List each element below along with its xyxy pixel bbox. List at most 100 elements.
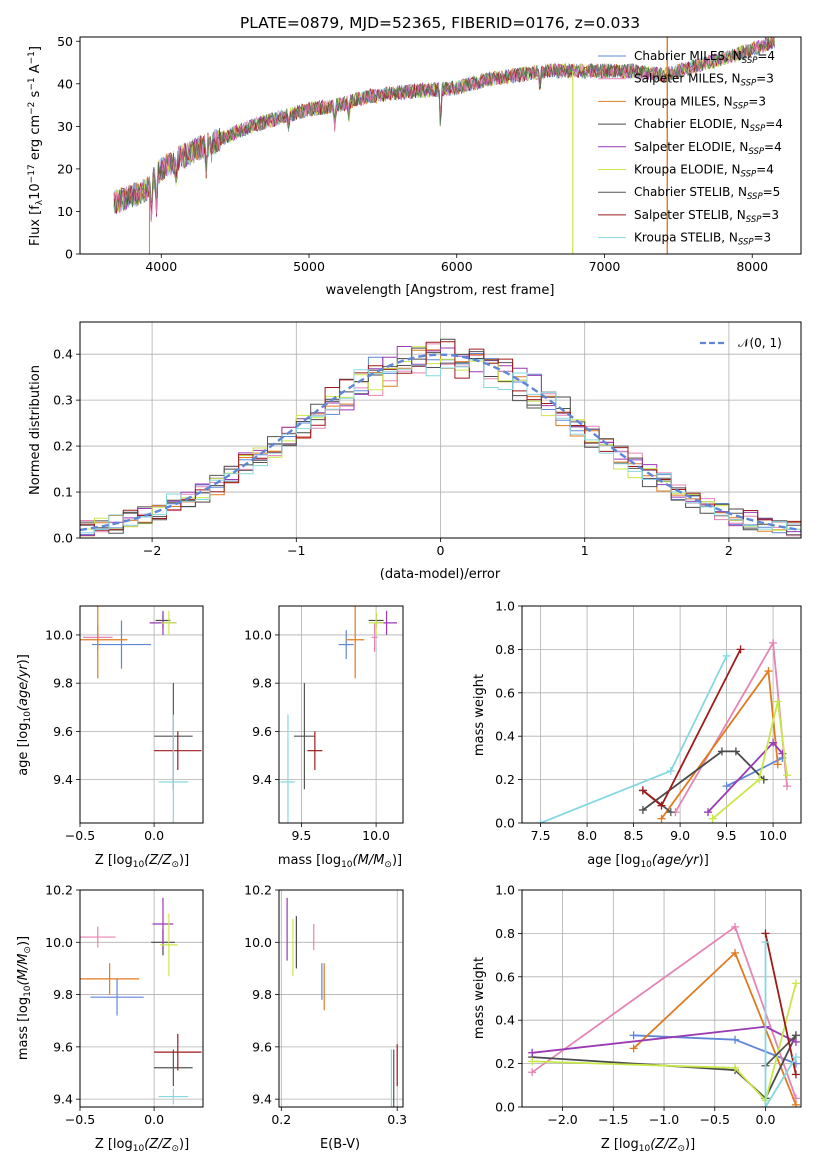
residuals-histogram [80, 338, 801, 531]
spectrum-ytick-label: 20 [57, 161, 73, 176]
z-age-xtick-label: 0.0 [144, 828, 164, 843]
residuals-histogram [80, 347, 801, 536]
z-weight-xlabel: Z [log10(Z/Z⊙)] [601, 1137, 695, 1154]
z-weight-series-line [764, 942, 797, 1107]
spectrum-ylabel-units: erg cm [28, 115, 43, 164]
z-age-ytick-label: 10.0 [45, 627, 73, 642]
age-weight-xlabel: age [log10(age/yr)] [587, 853, 709, 870]
z-age-xlabel: Z [log10(Z/Z⊙)] [95, 853, 189, 870]
spectrum-legend-label: Chabrier ELODIE, NSSP=4 [634, 117, 783, 134]
z-weight-ytick-label: 0.0 [495, 1100, 515, 1115]
spectrum-ylabel-head: Flux [f [28, 205, 43, 246]
z-weight-series-line [764, 933, 797, 1075]
age-weight-ylabel: mass weight [472, 674, 487, 756]
residuals-ylabel: Normed distribution [28, 365, 43, 495]
spectrum-xtick-label: 8000 [736, 259, 768, 274]
spectrum-xtick-label: 6000 [441, 259, 473, 274]
mass-age-ytick-label: 9.4 [252, 772, 272, 787]
age-weight-xtick-label: 8.5 [624, 828, 644, 843]
spectrum-legend-label: Salpeter ELODIE, NSSP=4 [634, 140, 782, 157]
z-mass-ylabel: mass [log10(M/M⊙)] [16, 936, 33, 1060]
residuals-xtick-label: 1 [581, 543, 589, 558]
z-weight-xtick-label: −1.0 [649, 1112, 679, 1127]
age-weight-ytick-label: 0.4 [495, 729, 515, 744]
residuals-histograms [80, 338, 801, 537]
ebv-mass-ytick-label: 10.2 [244, 883, 272, 898]
residuals-histogram [80, 341, 801, 531]
spectrum-legend-label: Salpeter MILES, NSSP=3 [634, 72, 774, 89]
z-weight-series-line [532, 983, 797, 1103]
spectrum-ytick-label: 40 [57, 76, 73, 91]
residuals-ytick-label: 0.4 [53, 347, 73, 362]
residuals-xtick-label: 2 [725, 543, 733, 558]
z-mass-xlabel: Z [log10(Z/Z⊙)] [95, 1137, 189, 1154]
z-age-ytick-label: 9.8 [53, 676, 73, 691]
ebv-mass-ytick-label: 9.8 [252, 987, 272, 1002]
z-mass-markers [80, 897, 202, 1105]
residuals-ytick-label: 0.0 [53, 531, 73, 546]
ebv-mass-ytick-label: 10.0 [244, 935, 272, 950]
age-weight-series-line [660, 668, 779, 820]
z-weight-ytick-label: 0.6 [495, 969, 515, 984]
spectrum-xlabel: wavelength [Angstrom, rest frame] [326, 283, 555, 298]
z-weight-xtick-label: −0.5 [700, 1112, 730, 1127]
residuals-gaussian-curve [80, 353, 801, 532]
svg-text:age [log10(age/yr)]: age [log10(age/yr)] [16, 654, 33, 776]
age-weight-xtick-label: 8.0 [577, 828, 597, 843]
spectrum-ylabel-tail: 10 [28, 183, 43, 200]
residuals-panel: −2 −1 0 1 2 0.0 0.1 0.2 0.3 0.4 [53, 321, 802, 558]
spectrum-ylabel: Flux [fλ10−17 erg cm−2 s−1 A−1] [27, 46, 45, 246]
age-weight-ytick-label: 0.2 [495, 772, 515, 787]
residuals-ytick-label: 0.3 [53, 393, 73, 408]
z-mass-xtick-label: −0.5 [65, 1112, 95, 1127]
mass-age-markers [280, 606, 398, 823]
age-weight-xtick-label: 9.5 [717, 828, 737, 843]
svg-text:mass [log10(M/M⊙)]: mass [log10(M/M⊙)] [278, 853, 402, 870]
age-weight-frame [521, 605, 802, 824]
ebv-mass-xlabel: E(B-V) [320, 1137, 360, 1152]
ebv-mass-ytick-label: 9.6 [252, 1039, 272, 1054]
z-weight-series-line [764, 1034, 797, 1067]
age-weight-ytick-label: 0.0 [495, 816, 515, 831]
z-weight-xtick-label: −1.5 [598, 1112, 628, 1127]
spectrum-lines [113, 37, 775, 254]
spectrum-legend: Chabrier MILES, NSSP=4 Salpeter MILES, NS… [598, 49, 783, 248]
z-weight-ytick-label: 1.0 [495, 883, 515, 898]
z-weight-ytick-label: 0.8 [495, 926, 515, 941]
spectrum-panel: 4000 5000 6000 7000 8000 0 10 20 30 40 50 [57, 34, 802, 274]
z-weight-xtick-label: 0.0 [756, 1112, 776, 1127]
mass-age-frame [278, 605, 404, 824]
z-weight-ytick-label: 0.2 [495, 1056, 515, 1071]
z-mass-ytick-label: 9.8 [53, 987, 73, 1002]
spectrum-legend-label: Kroupa MILES, NSSP=3 [634, 94, 766, 111]
mass-age-xtick-label: 10.0 [362, 828, 390, 843]
residuals-xtick-label: −1 [287, 543, 305, 558]
svg-text:Z [log10(Z/Z⊙)]: Z [log10(Z/Z⊙)] [601, 1137, 695, 1154]
residuals-xtick-label: 0 [437, 543, 445, 558]
mass-age-ytick-label: 10.0 [244, 627, 272, 642]
residuals-legend-label: 𝒩(0, 1) [738, 336, 782, 350]
z-weight-xtick-label: −2.0 [547, 1112, 577, 1127]
spectrum-xtick-label: 4000 [145, 259, 177, 274]
z-mass-ytick-label: 10.0 [45, 935, 73, 950]
z-weight-panel: −2.0 −1.5 −1.0 −0.5 0.0 0.0 0.2 0.4 0.6 0.8 1.0 [495, 883, 802, 1127]
spectrum-legend-label: Kroupa STELIB, NSSP=3 [634, 231, 771, 248]
svg-text:mass [log10(M/M⊙)]: mass [log10(M/M⊙)] [16, 936, 33, 1060]
z-age-markers [80, 606, 202, 823]
z-age-frame [79, 605, 204, 824]
spectrum-series-line [113, 37, 775, 214]
z-mass-ytick-label: 9.6 [53, 1039, 73, 1054]
svg-text:Flux [fλ10−17 erg cm−2 s−1 A−1: Flux [fλ10−17 erg cm−2 s−1 A−1] [27, 46, 45, 246]
residuals-xtick-label: −2 [143, 543, 161, 558]
residuals-legend: 𝒩(0, 1) [700, 336, 782, 350]
ebv-mass-xtick-label: 0.2 [271, 1112, 291, 1127]
spectrum-legend-label: Salpeter STELIB, NSSP=3 [634, 208, 779, 225]
spectrum-legend-label: Kroupa ELODIE, NSSP=4 [634, 163, 774, 180]
age-weight-lines [536, 638, 792, 823]
svg-text:age [log10(age/yr)]: age [log10(age/yr)] [587, 853, 709, 870]
residuals-ytick-label: 0.1 [53, 485, 73, 500]
age-weight-panel: 7.5 8.0 8.5 9.0 9.5 10.0 0.0 0.2 0.4 0.6 0.8 1.0 [495, 599, 802, 843]
z-age-ytick-label: 9.4 [53, 772, 73, 787]
age-weight-series-line [712, 701, 788, 820]
age-weight-series-line [642, 750, 765, 811]
